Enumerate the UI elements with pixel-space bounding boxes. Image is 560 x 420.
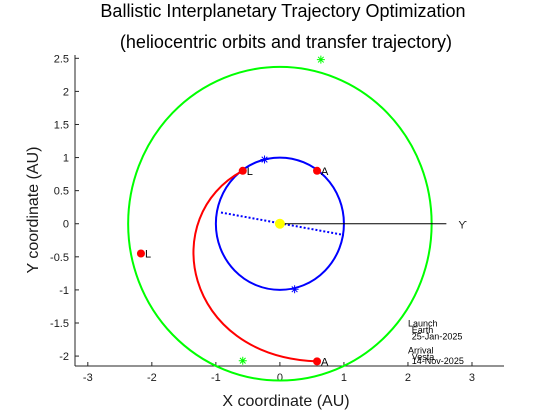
y-tick-label: -0.5 xyxy=(50,252,69,264)
y-tick-label: 0 xyxy=(63,219,69,231)
sun-marker xyxy=(274,218,285,229)
point-label: A xyxy=(321,166,329,178)
info-annotation: Earth xyxy=(412,325,434,335)
vesta-orbit-marker xyxy=(238,356,247,365)
point-l xyxy=(238,166,247,175)
chart-title: Ballistic Interplanetary Trajectory Opti… xyxy=(100,1,465,21)
y-tick-label: 1 xyxy=(63,153,69,165)
x-tick-label: -2 xyxy=(147,372,157,384)
info-annotation: 25-Jan-2025 xyxy=(412,332,463,342)
transfer-trajectory xyxy=(192,169,318,363)
y-tick-label: 2.5 xyxy=(54,53,69,65)
info-annotation: Launch xyxy=(408,318,438,328)
y-tick-label: -2 xyxy=(59,351,69,363)
y-tick-label: -1.5 xyxy=(50,318,69,330)
earth-orbit-marker xyxy=(290,285,299,294)
y-tick-label: 2 xyxy=(63,86,69,98)
chart-subtitle: (heliocentric orbits and transfer trajec… xyxy=(120,32,452,52)
earth-orbit-marker xyxy=(260,155,269,164)
x-tick-label: -1 xyxy=(211,372,221,384)
y-tick-label: 0.5 xyxy=(54,186,69,198)
info-annotation: 14-Nov-2025 xyxy=(412,356,464,366)
plot-area: -3 -2 -1 0 1 2 3 -2 -1.5 -1 -0.5 0 0.5 1 1.5 2 2.5 ϒ L A L A L… xyxy=(50,53,504,384)
point-a xyxy=(313,166,322,175)
point-l xyxy=(136,249,145,258)
info-annotation: Vesta xyxy=(412,352,435,362)
y-axis-label: Y coordinate (AU) xyxy=(25,147,42,274)
point-label: A xyxy=(321,356,329,368)
x-tick-label: 0 xyxy=(277,372,283,384)
apsides-line xyxy=(220,211,345,236)
info-annotation: Arrival xyxy=(408,345,434,355)
x-tick-label: 2 xyxy=(405,372,411,384)
y-tick-label: -1 xyxy=(59,285,69,297)
point-a xyxy=(313,357,322,366)
vesta-orbit-marker xyxy=(316,55,325,64)
y-tick-label: 1.5 xyxy=(54,119,69,131)
x-tick-label: 1 xyxy=(341,372,347,384)
point-label: L xyxy=(145,249,151,261)
x-axis-label: X coordinate (AU) xyxy=(222,393,349,410)
aries-symbol: ϒ xyxy=(458,220,467,232)
point-label: L xyxy=(247,166,253,178)
x-tick-label: -3 xyxy=(83,372,93,384)
x-tick-label: 3 xyxy=(469,372,475,384)
